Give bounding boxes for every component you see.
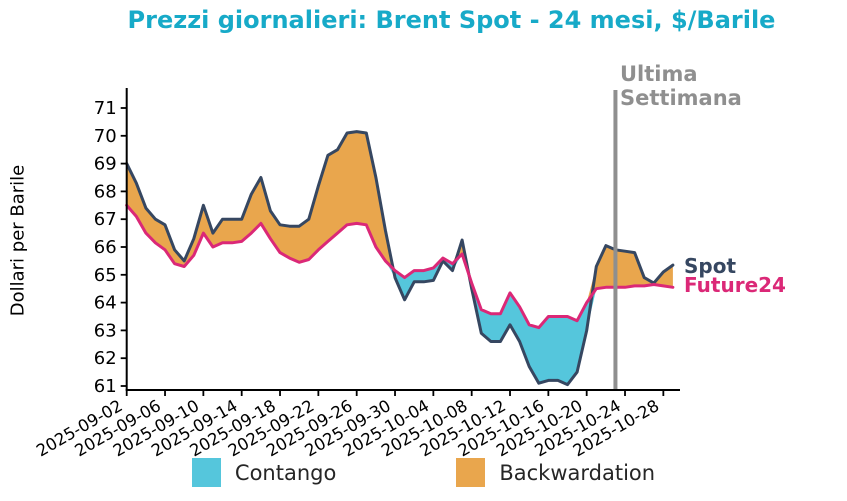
vline-annotation-line1: Ultima [620,62,698,86]
contango-swatch [191,458,221,487]
y-tick-label: 64 [94,293,117,314]
spot-line [125,130,675,387]
future24-line [125,203,675,330]
backwardation-swatch [456,458,486,487]
y-tick-label: 61 [94,376,117,397]
y-tick-label: 71 [94,98,117,119]
contango-area [126,205,673,385]
y-tick-label: 69 [94,154,117,175]
y-tick-label: 68 [94,181,117,202]
backwardation-legend-label: Backwardation [499,460,656,485]
y-tick-label: 62 [94,348,117,369]
y-tick-label: 66 [94,237,117,258]
contango-legend-label: Contango [234,460,337,485]
vline-annotation: Ultima Settimana [620,62,742,110]
y-tick-label: 63 [94,320,117,341]
backwardation-area [126,131,673,328]
vline-annotation-line2: Settimana [620,86,742,110]
legend-item-contango: Contango [191,458,337,487]
y-tick-label: 67 [94,209,117,230]
chart-title: Prezzi giornalieri: Brent Spot - 24 mesi… [127,6,776,34]
spot-series-label: Spot [684,254,737,278]
future24-series-label: Future24 [684,273,786,297]
y-tick-label: 70 [94,126,117,147]
legend: Contango Backwardation [0,458,847,487]
legend-item-backwardation: Backwardation [456,458,655,487]
y-tick-label: 65 [94,265,117,286]
